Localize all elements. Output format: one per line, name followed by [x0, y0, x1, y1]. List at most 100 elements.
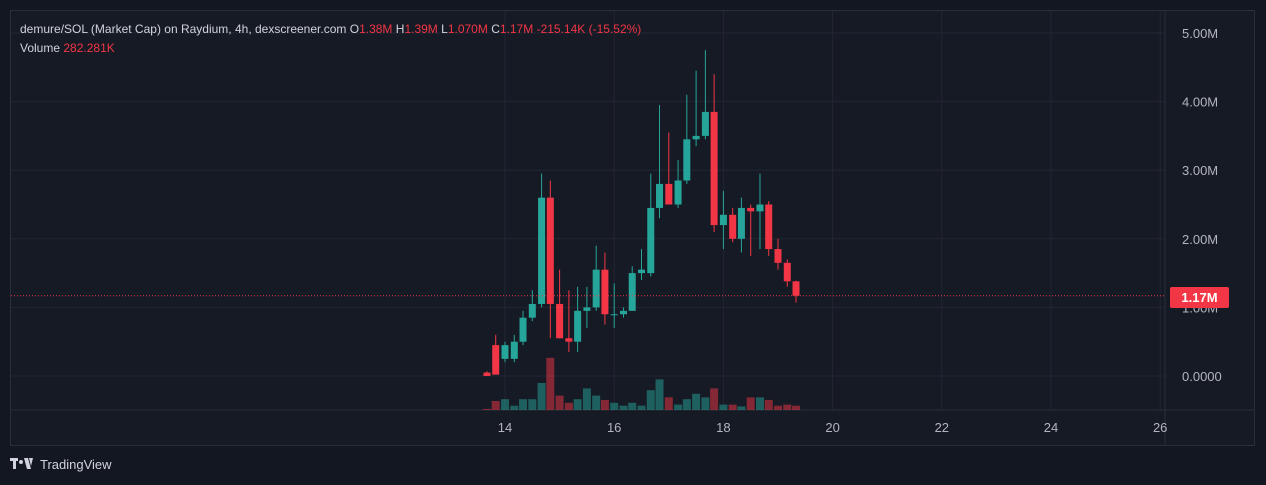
x-tick-label: 22 — [935, 420, 949, 435]
volume-bar — [491, 401, 500, 410]
volume-bar — [737, 406, 746, 410]
volume-bar — [682, 399, 691, 410]
candle-body — [710, 111, 718, 226]
high-value: 1.39M — [404, 22, 438, 36]
x-tick-label: 18 — [716, 420, 730, 435]
symbol-label: demure/SOL (Market Cap) on Raydium, 4h, … — [20, 22, 347, 36]
candle-body — [501, 345, 509, 359]
candle-body — [519, 317, 527, 342]
chart-legend: demure/SOL (Market Cap) on Raydium, 4h, … — [20, 20, 641, 58]
change-value: -215.14K (-15.52%) — [536, 22, 642, 36]
volume-bar — [746, 397, 755, 410]
low-value: 1.070M — [447, 22, 488, 36]
candle-body — [647, 207, 655, 274]
open-label: O — [349, 22, 360, 36]
candle-body — [628, 273, 636, 311]
candle-body — [674, 180, 682, 205]
candle-body — [556, 303, 564, 339]
volume-bar — [637, 405, 646, 410]
volume-bar — [774, 405, 782, 410]
candle-body — [601, 269, 609, 315]
candle-body — [565, 338, 573, 342]
open-value: 1.38M — [359, 22, 393, 36]
volume-bar — [592, 395, 601, 410]
time-axis: 14 16 18 20 22 24 26 — [498, 420, 1168, 435]
x-tick-label: 26 — [1153, 420, 1167, 435]
candles — [483, 50, 800, 376]
candle-body — [638, 269, 645, 274]
volume-bar — [664, 397, 673, 410]
candle-body — [665, 183, 673, 205]
volume-bar — [528, 399, 537, 410]
candle-body — [719, 214, 727, 226]
volume-bar — [501, 399, 509, 410]
y-tick-label: 2.00M — [1182, 232, 1218, 247]
volume-bar — [619, 405, 628, 410]
volume-bars — [482, 357, 801, 410]
candle-body — [483, 372, 491, 376]
x-tick-label: 16 — [607, 420, 621, 435]
candle-body — [747, 207, 755, 212]
candle-body — [683, 139, 691, 181]
volume-bar — [564, 402, 573, 410]
volume-value: 282.281K — [63, 41, 115, 55]
volume-bar — [764, 399, 773, 410]
volume-bar — [482, 408, 491, 410]
brand-name: TradingView — [40, 457, 112, 472]
y-tick-label: 3.00M — [1182, 163, 1218, 178]
candle-body — [592, 269, 600, 308]
candle-body — [756, 204, 764, 212]
volume-bar — [600, 399, 609, 410]
candle-body — [737, 207, 745, 239]
volume-bar — [655, 379, 664, 410]
y-tick-label: 0.0000 — [1182, 369, 1222, 384]
volume-bar — [792, 405, 801, 410]
tradingview-logo-icon — [10, 457, 33, 469]
candle-body — [492, 345, 500, 375]
x-tick-label: 24 — [1044, 420, 1058, 435]
candle-body — [583, 307, 591, 311]
candle-body — [765, 204, 773, 250]
candle-body — [510, 341, 518, 359]
candle-body — [656, 183, 664, 208]
last-price-badge: 1.17M — [1170, 287, 1229, 308]
volume-bar — [728, 404, 737, 410]
candle-body — [546, 197, 554, 304]
close-label: C — [491, 22, 500, 36]
volume-bar — [783, 404, 792, 410]
volume-bar — [701, 397, 710, 410]
volume-bar — [546, 357, 555, 410]
volume-bar — [510, 405, 519, 410]
volume-bar — [710, 388, 719, 410]
chart-panel[interactable] — [10, 10, 1255, 446]
candle-body — [792, 281, 800, 296]
candle-body — [538, 197, 546, 304]
volume-bar — [537, 383, 546, 410]
volume-bar — [674, 404, 683, 410]
volume-bar — [555, 395, 564, 410]
close-value: 1.17M — [499, 22, 534, 36]
volume-bar — [646, 390, 655, 410]
legend-ohlc-row: demure/SOL (Market Cap) on Raydium, 4h, … — [20, 20, 641, 39]
legend-volume-row: Volume 282.281K — [20, 39, 641, 58]
footer-brand[interactable]: TradingView — [10, 457, 112, 472]
volume-bar — [719, 404, 728, 410]
chart-grid — [11, 11, 1255, 445]
high-label: H — [395, 22, 405, 36]
volume-bar — [755, 397, 764, 410]
candle-body — [619, 310, 627, 315]
candle-body — [729, 214, 737, 239]
low-label: L — [441, 22, 448, 36]
candle-body — [610, 314, 618, 316]
candle-body — [774, 249, 782, 263]
candle-body — [574, 310, 582, 342]
volume-bar — [628, 402, 637, 410]
x-tick-label: 14 — [498, 420, 512, 435]
x-tick-label: 20 — [825, 420, 839, 435]
volume-bar — [610, 402, 619, 410]
candle-body — [783, 262, 791, 282]
volume-bar — [692, 393, 701, 410]
y-tick-label: 5.00M — [1182, 26, 1218, 41]
